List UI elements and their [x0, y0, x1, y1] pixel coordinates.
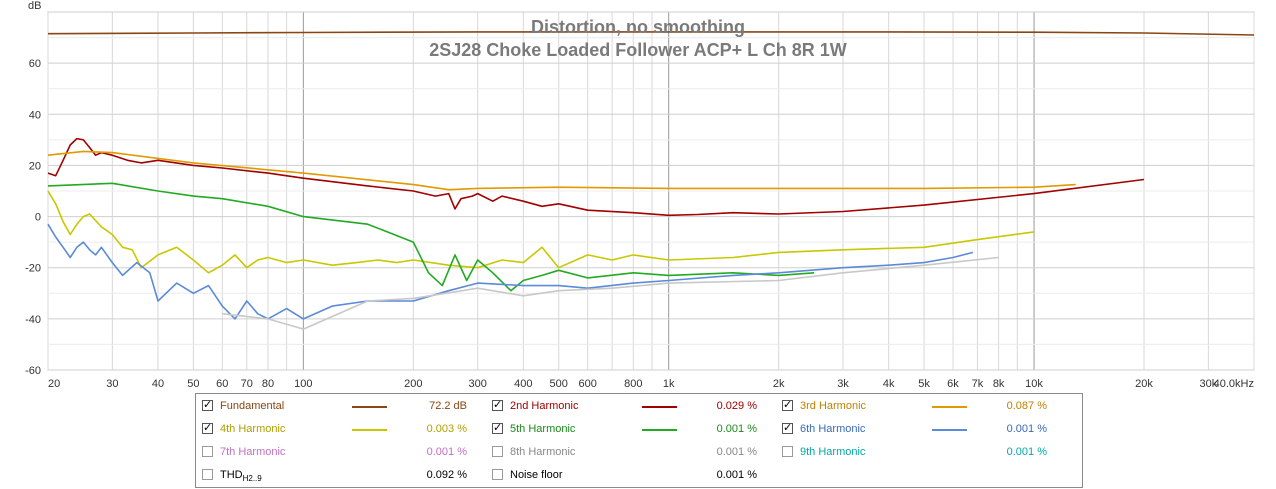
legend-swatch-3rd-harmonic [932, 406, 967, 408]
legend-label-8th-harmonic: 8th Harmonic [510, 446, 576, 458]
x-tick-label: 500 [550, 378, 568, 390]
legend-value-7th-harmonic: 0.001 % [426, 446, 467, 458]
legend-value-8th-harmonic: 0.001 % [716, 446, 757, 458]
x-tick-label: 8k [993, 378, 1005, 390]
legend-item-thd: THDH2..9 0.092 % [202, 466, 482, 486]
legend-value-4th-harmonic: 0.003 % [426, 423, 467, 435]
legend-value-thd: 0.092 % [426, 469, 467, 481]
x-tick-label: 800 [624, 378, 642, 390]
legend-label-fundamental: Fundamental [220, 400, 285, 412]
grid-lines [47, 11, 1255, 371]
legend-item-noise-floor: Noise floor 0.001 % [492, 466, 772, 486]
legend-label-9th-harmonic: 9th Harmonic [800, 446, 866, 458]
legend-item-2nd-harmonic: ✓ 2nd Harmonic 0.029 % [492, 397, 772, 417]
legend-checkbox-5th-harmonic[interactable]: ✓ [492, 422, 503, 434]
legend-item-6th-harmonic: ✓ 6th Harmonic 0.001 % [782, 420, 1062, 440]
x-tick-label: 30 [106, 378, 118, 390]
series-6th-harmonic [47, 223, 974, 320]
legend-swatch-6th-harmonic [932, 429, 967, 431]
y-tick-label: -60 [25, 365, 41, 377]
legend-item-fundamental: ✓ Fundamental 72.2 dB [202, 397, 482, 417]
legend-checkbox-noise-floor[interactable] [492, 469, 503, 480]
y-tick-label: 0 [35, 212, 41, 224]
x-tick-label: 5k [918, 378, 930, 390]
legend-checkbox-2nd-harmonic[interactable]: ✓ [492, 399, 503, 411]
legend-value-9th-harmonic: 0.001 % [1006, 446, 1047, 458]
x-tick-label: 600 [578, 378, 596, 390]
x-tick-label: 80 [262, 378, 274, 390]
x-tick-label: 3k [837, 378, 849, 390]
chart-title: Distortion, no smoothing [531, 17, 745, 37]
legend-label-noise-floor: Noise floor [510, 469, 563, 481]
legend: ✓ Fundamental 72.2 dB ✓ 2nd Harmonic 0.029 % ✓… [195, 393, 1083, 488]
x-tick-label: 200 [404, 378, 422, 390]
x-tick-label: 60 [216, 378, 228, 390]
x-tick-label: 40.0kHz [1214, 378, 1254, 390]
legend-label-3rd-harmonic: 3rd Harmonic [800, 400, 867, 412]
x-tick-label: 20k [1135, 378, 1153, 390]
legend-checkbox-9th-harmonic[interactable] [782, 446, 793, 457]
legend-label-7th-harmonic: 7th Harmonic [220, 446, 286, 458]
legend-swatch-4th-harmonic [352, 429, 387, 431]
x-tick-label: 10k [1025, 378, 1043, 390]
x-tick-label: 20 [48, 378, 60, 390]
x-tick-label: 6k [947, 378, 959, 390]
legend-value-5th-harmonic: 0.001 % [716, 423, 757, 435]
legend-item-7th-harmonic: 7th Harmonic 0.001 % [202, 443, 482, 463]
y-tick-label: 40 [29, 109, 41, 121]
legend-value-3rd-harmonic: 0.087 % [1006, 400, 1047, 412]
y-tick-label: 20 [29, 160, 41, 172]
x-tick-label: 100 [294, 378, 312, 390]
y-tick-label: -40 [25, 314, 41, 326]
legend-label-2nd-harmonic: 2nd Harmonic [510, 400, 579, 412]
legend-label-4th-harmonic: 4th Harmonic [220, 423, 286, 435]
x-tick-label: 7k [972, 378, 984, 390]
legend-label-6th-harmonic: 6th Harmonic [800, 423, 866, 435]
series-4th-harmonic [47, 190, 1035, 274]
legend-checkbox-fundamental[interactable]: ✓ [202, 399, 213, 411]
series-3rd-harmonic [47, 150, 1076, 191]
legend-item-8th-harmonic: 8th Harmonic 0.001 % [492, 443, 772, 463]
x-tick-label: 40 [152, 378, 164, 390]
legend-item-5th-harmonic: ✓ 5th Harmonic 0.001 % [492, 420, 772, 440]
legend-value-6th-harmonic: 0.001 % [1006, 423, 1047, 435]
y-tick-labels: 60 40 20 0 -20 -40 -60 [25, 58, 41, 377]
legend-label-5th-harmonic: 5th Harmonic [510, 423, 576, 435]
series-fundamental [47, 31, 1255, 36]
x-tick-labels: 20 30 40 50 60 70 80 100 200 300 400 500 600 800 1k 2k 3… [48, 378, 1254, 390]
legend-value-noise-floor: 0.001 % [716, 469, 757, 481]
series-5th-harmonic [47, 182, 815, 292]
legend-label-sub: H2..9 [242, 474, 262, 484]
y-tick-label: -20 [25, 263, 41, 275]
legend-item-4th-harmonic: ✓ 4th Harmonic 0.003 % [202, 420, 482, 440]
x-tick-label: 4k [883, 378, 895, 390]
chart-subtitle: 2SJ28 Choke Loaded Follower ACP+ L Ch 8R… [429, 40, 847, 60]
series-noise-floor [222, 256, 999, 330]
x-tick-label: 50 [187, 378, 199, 390]
x-tick-label: 30k [1199, 378, 1217, 390]
legend-checkbox-6th-harmonic[interactable]: ✓ [782, 422, 793, 434]
series-lines [47, 31, 1255, 330]
legend-swatch-fundamental [352, 406, 387, 408]
y-axis-label: dB [28, 0, 41, 12]
x-tick-label: 2k [773, 378, 785, 390]
x-tick-label: 300 [468, 378, 486, 390]
y-tick-label: 60 [29, 58, 41, 70]
legend-value-2nd-harmonic: 0.029 % [716, 400, 757, 412]
legend-checkbox-4th-harmonic[interactable]: ✓ [202, 422, 213, 434]
legend-checkbox-7th-harmonic[interactable] [202, 446, 213, 457]
legend-swatch-5th-harmonic [642, 429, 677, 431]
legend-checkbox-3rd-harmonic[interactable]: ✓ [782, 399, 793, 411]
legend-swatch-2nd-harmonic [642, 406, 677, 408]
legend-label-thd: THDH2..9 [220, 469, 262, 484]
x-tick-label: 70 [241, 378, 253, 390]
legend-item-3rd-harmonic: ✓ 3rd Harmonic 0.087 % [782, 397, 1062, 417]
x-tick-label: 400 [514, 378, 532, 390]
legend-item-9th-harmonic: 9th Harmonic 0.001 % [782, 443, 1062, 463]
legend-value-fundamental: 72.2 dB [429, 400, 467, 412]
x-tick-label: 1k [663, 378, 675, 390]
legend-checkbox-8th-harmonic[interactable] [492, 446, 503, 457]
legend-checkbox-thd[interactable] [202, 469, 213, 480]
